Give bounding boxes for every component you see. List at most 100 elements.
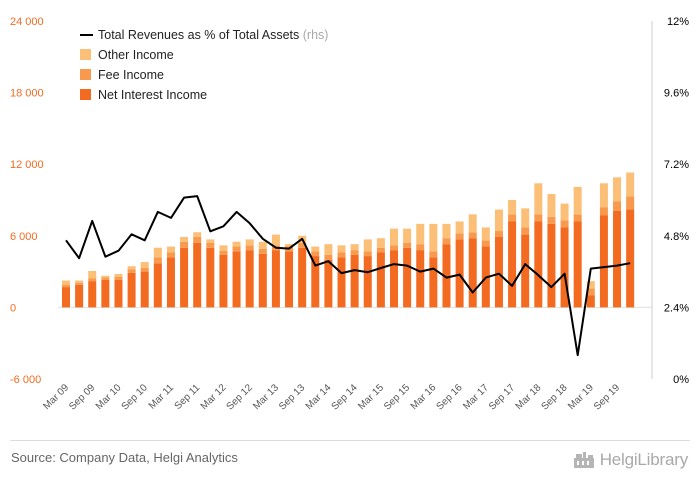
x-tick-label: Sep 16 [435,382,465,412]
bar-segment [298,247,307,308]
x-tick-label: Mar 10 [94,382,124,412]
bar-segment [180,236,189,242]
x-tick-label: Sep 14 [330,382,360,412]
bar-segment [193,242,202,308]
bar-segment [429,223,438,252]
bar-segment [508,200,517,215]
bar-segment [311,246,320,252]
bar-segment [403,247,412,308]
bar-segment [416,223,425,245]
y-left-tick: 0 [10,302,16,314]
x-tick-label: Sep 17 [487,382,517,412]
bar-segment [626,196,635,210]
x-tick-label: Mar 12 [199,382,229,412]
bar-segment [166,257,175,308]
bar-segment [62,284,70,288]
bar-segment [153,263,162,308]
bar-segment [324,244,333,255]
bar-segment [429,251,438,258]
legend-nii-label[interactable]: Net Interest Income [98,88,207,102]
x-tick-label: Sep 10 [120,382,150,412]
bar-segment [75,284,84,308]
bar-segment [245,245,254,251]
bar-segment [232,241,241,247]
bar-segment [140,271,149,308]
legend-other-swatch[interactable] [80,49,91,60]
bar-segment [88,271,97,279]
bar-segment [534,221,543,308]
bar-segment [140,268,149,272]
bar-segment [376,247,385,253]
bar-segment [180,247,189,308]
x-tick-label: Sep 11 [173,382,203,412]
bar-segment [245,250,254,308]
ratio-line [65,195,631,357]
bar-segment [232,251,241,308]
bar-segment [127,266,136,270]
bar-segment [140,262,149,269]
bar-segment [62,280,70,285]
bar-segment [613,177,622,202]
legend-other-label[interactable]: Other Income [98,48,174,62]
bar-segment [219,245,228,251]
bar-segment [599,215,608,308]
legend: Total Revenues as % of Total Assets (rhs… [80,28,328,102]
bar-segment [416,244,425,251]
bar-segment [429,257,438,308]
bar-segment [363,239,372,252]
bar-segment [534,214,543,222]
bar-segment [613,201,622,211]
bar-segment [350,254,359,308]
x-tick-label: Sep 15 [382,382,412,412]
x-tick-label: Mar 16 [409,382,439,412]
bar-segment [547,223,556,308]
bar-segment [311,256,320,308]
bar-segment [390,245,398,251]
bar-segment [586,295,595,308]
bar-segment [521,208,530,228]
x-tick-label: Sep 18 [539,382,569,412]
bar-segment [206,242,215,248]
bar-segment [258,253,267,308]
helgi-library-logo[interactable]: HelgiLibrary [573,449,688,471]
bar-segment [573,214,582,222]
bar-segment [586,281,595,289]
bar-segment [285,244,294,247]
legend-nii-swatch[interactable] [80,89,91,100]
x-tick-label: Mar 11 [147,382,177,412]
bar-segment [245,239,254,246]
bar-segment [481,227,490,241]
bar-segment [390,228,398,246]
bar-segment [613,210,622,308]
x-tick-label: Sep 19 [592,382,622,412]
bar-segment [127,269,136,273]
bar-segment [521,227,530,235]
legend-fee-swatch[interactable] [80,69,91,80]
bars [62,172,635,308]
x-tick-label: Mar 09 [41,382,71,412]
y-left-tick: 6 000 [10,231,38,243]
bar-segment [560,203,569,221]
bar-segment [88,281,97,308]
bar-segment [560,220,569,228]
bar-segment [442,238,451,245]
bar-segment [468,238,477,308]
bar-segment [219,250,228,255]
legend-fee-label[interactable]: Fee Income [98,68,164,82]
bar-segment [455,233,464,240]
y-right-tick: 2.4% [664,302,689,314]
bar-segment [206,239,215,243]
legend-line-label[interactable]: Total Revenues as % of Total Assets (rhs… [98,28,328,42]
bar-segment [573,221,582,308]
bar-segment [403,242,412,248]
bar-segment [363,256,372,308]
bar-segment [560,227,569,308]
y-left-tick: 12 000 [10,159,44,171]
bar-segment [363,251,372,257]
y-left-tick: 18 000 [10,88,44,100]
bar-segment [75,282,84,285]
bar-segment [376,252,385,308]
footer-divider [10,440,690,441]
